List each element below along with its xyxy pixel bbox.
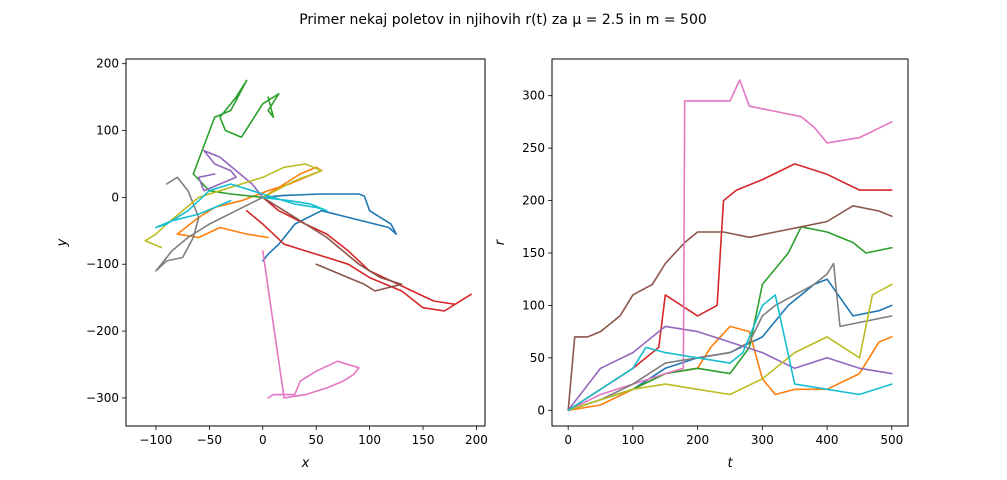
series-line-6	[261, 196, 403, 292]
y-axis-label: r	[493, 238, 508, 245]
series-line-2	[567, 325, 893, 412]
series-line-8	[567, 262, 893, 412]
x-tick-label: 400	[816, 433, 839, 447]
y-tick-label: 0	[537, 403, 545, 417]
series-line-10	[567, 294, 893, 412]
series-line-6	[567, 205, 893, 412]
x-tick-label: 200	[465, 433, 488, 447]
y-tick-label: 100	[522, 298, 545, 312]
y-tick-label: 200	[96, 57, 119, 71]
series-line-7	[261, 250, 360, 399]
series-line-9	[144, 163, 323, 249]
x-tick-label: 100	[358, 433, 381, 447]
x-tick-label: −50	[197, 433, 222, 447]
series-line-7	[567, 79, 893, 412]
right-plot: 0 100 200 300 400 500 0 50 100 150 200 250 300 t r	[493, 58, 909, 471]
x-axis-label: x	[301, 456, 310, 471]
y-tick-label: 100	[96, 124, 119, 138]
x-tick-label: 0	[259, 433, 267, 447]
y-tick-label: 200	[522, 194, 545, 208]
x-tick-label: 150	[412, 433, 435, 447]
series-group	[144, 79, 472, 399]
x-tick-label: 300	[751, 433, 774, 447]
series-line-4	[245, 196, 472, 312]
series-line-4	[567, 163, 893, 412]
y-tick-label: −100	[86, 257, 119, 271]
series-line-3	[192, 79, 280, 199]
x-tick-label: 200	[686, 433, 709, 447]
series-group	[567, 79, 893, 412]
series-line-1	[261, 193, 398, 262]
series-line-1	[567, 278, 893, 412]
y-tick-label: 0	[111, 190, 119, 204]
x-tick-label: 50	[309, 433, 324, 447]
axes-frame	[551, 58, 909, 427]
series-line-8	[155, 176, 264, 272]
series-line-5	[567, 325, 893, 412]
x-tick-label: −100	[139, 433, 172, 447]
y-tick-label: −200	[86, 324, 119, 338]
left-plot: −100 −50 0 50 100 150 200 −300 −200 −100 0 100 200 x y	[55, 57, 488, 471]
series-line-5	[197, 149, 264, 199]
y-tick-label: 300	[522, 89, 545, 103]
y-tick-label: 50	[530, 351, 545, 365]
series-line-9	[567, 283, 893, 412]
y-tick-label: −300	[86, 391, 119, 405]
x-tick-label: 500	[880, 433, 903, 447]
y-axis-label: y	[55, 238, 70, 247]
y-tick-label: 150	[522, 246, 545, 260]
y-tick-label: 250	[522, 141, 545, 155]
axes-frame	[125, 58, 486, 427]
x-axis-label: t	[727, 456, 733, 471]
series-line-3	[567, 226, 893, 412]
x-tick-label: 100	[621, 433, 644, 447]
series-line-10	[155, 183, 328, 229]
figure-title: Primer nekaj poletov in njihovih r(t) za…	[299, 12, 707, 28]
x-tick-label: 0	[564, 433, 572, 447]
